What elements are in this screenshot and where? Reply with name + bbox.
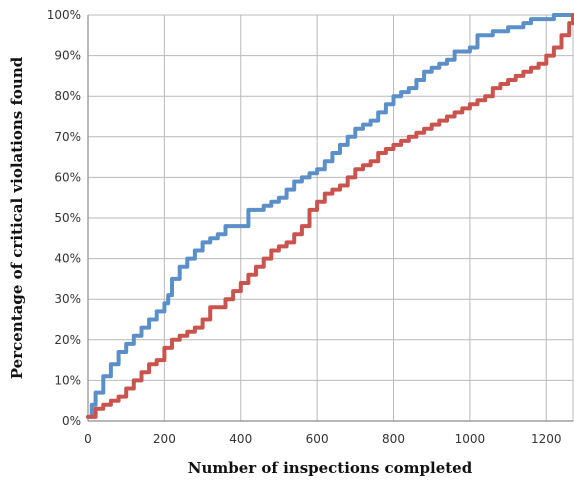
- x-tick-label: 600: [306, 432, 329, 446]
- y-tick-label: 100%: [47, 8, 81, 22]
- x-tick-label: 1000: [455, 432, 486, 446]
- y-tick-label: 20%: [54, 333, 81, 347]
- y-tick-label: 90%: [54, 49, 81, 63]
- y-tick-label: 0%: [62, 414, 81, 428]
- x-tick-label: 0: [84, 432, 92, 446]
- x-tick-label: 800: [382, 432, 405, 446]
- x-tick-label: 400: [229, 432, 252, 446]
- y-tick-label: 60%: [54, 170, 81, 184]
- y-tick-label: 10%: [54, 373, 81, 387]
- y-tick-label: 30%: [54, 292, 81, 306]
- series-layer: [86, 13, 574, 419]
- tick-labels: 0% 10% 20% 30% 40% 50% 60% 70% 80% 90% 100% 0 200 400…: [47, 8, 562, 446]
- x-axis-title: Number of inspections completed: [188, 459, 473, 477]
- x-tick-label: 200: [153, 432, 176, 446]
- series-line-2: [86, 13, 574, 419]
- y-tick-label: 50%: [54, 211, 81, 225]
- x-tick-label: 1200: [531, 432, 562, 446]
- y-tick-label: 70%: [54, 130, 81, 144]
- y-tick-label: 40%: [54, 252, 81, 266]
- series-line-1: [86, 13, 574, 419]
- y-tick-label: 80%: [54, 89, 81, 103]
- y-axis-title: Percentage of critical violations found: [8, 56, 26, 379]
